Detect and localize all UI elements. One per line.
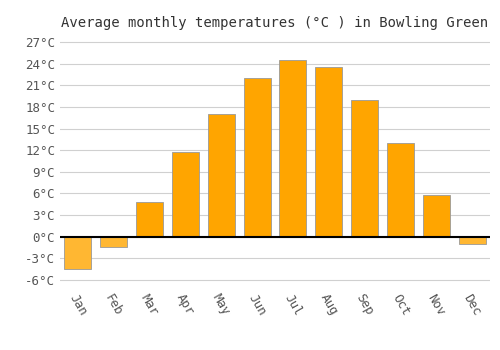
Bar (172, 152, 199, 237)
Bar (387, 143, 414, 237)
Bar (423, 195, 450, 237)
Bar (244, 78, 270, 237)
Title: Average monthly temperatures (°C ) in Bowling Green: Average monthly temperatures (°C ) in Bo… (62, 16, 488, 30)
Bar (64, 237, 92, 269)
Bar (208, 114, 234, 237)
Bar (316, 68, 342, 237)
Bar (136, 202, 163, 237)
Bar (100, 237, 127, 247)
Bar (351, 100, 378, 237)
Bar (458, 237, 485, 244)
Bar (280, 60, 306, 237)
